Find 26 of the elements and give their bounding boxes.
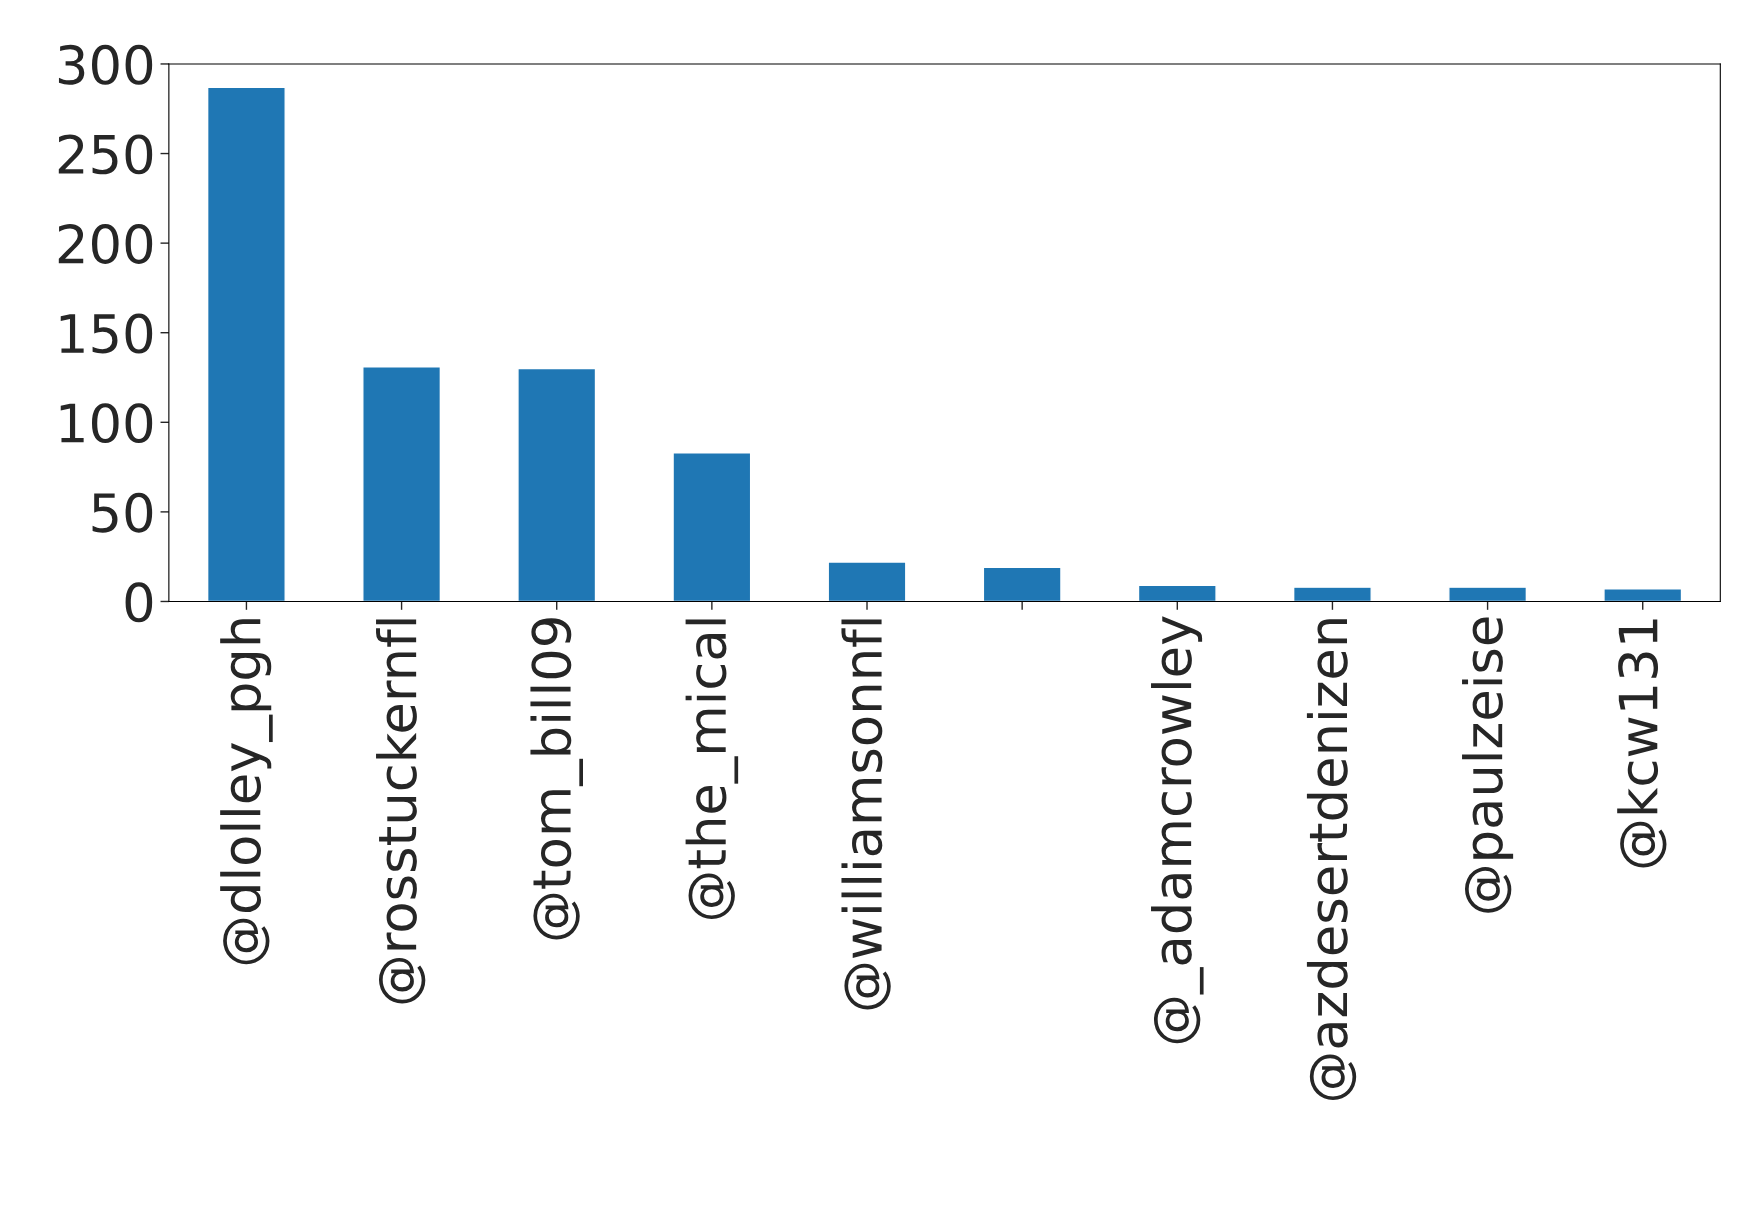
x-tick-label: @kcw131 [1617,619,1667,868]
y-tick-label: 200 [58,224,153,264]
x-tick-label: @dlolley_pgh [220,619,273,965]
bar [982,566,1062,602]
x-tick-label: @_adamcrowley [1151,616,1204,1044]
y-tick-label: 100 [60,403,153,444]
x-tick-label: @azdesertdenizen [1306,619,1357,1101]
x-tick-label: @williamsonnfl [841,619,891,1010]
bar [362,366,442,602]
x-tick-label: @the_mical [685,619,739,920]
bar [1292,586,1372,602]
y-tick-label: 0 [125,582,153,623]
y-tick-label: 300 [58,44,153,85]
bar [827,561,907,602]
x-tick-label: @tom_bill09 [530,618,583,940]
y-tick-label: 150 [60,313,153,354]
bar [206,86,286,602]
bar [1603,588,1683,602]
bar [1448,586,1528,602]
y-tick-label: 250 [58,134,153,175]
x-tick-label: @paulzeise [1462,617,1514,913]
bar [517,367,597,602]
bar [672,452,752,602]
bar [1137,584,1217,602]
y-tick-label: 50 [92,492,153,533]
x-tick-label: @rosstuckernfl [376,619,426,1004]
